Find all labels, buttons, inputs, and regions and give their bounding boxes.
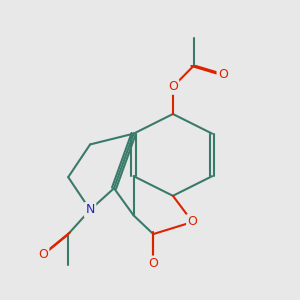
Text: O: O: [168, 80, 178, 93]
Text: O: O: [188, 215, 197, 229]
Text: O: O: [218, 68, 228, 81]
Text: O: O: [148, 257, 158, 270]
Text: O: O: [38, 248, 48, 261]
Text: N: N: [85, 203, 95, 216]
